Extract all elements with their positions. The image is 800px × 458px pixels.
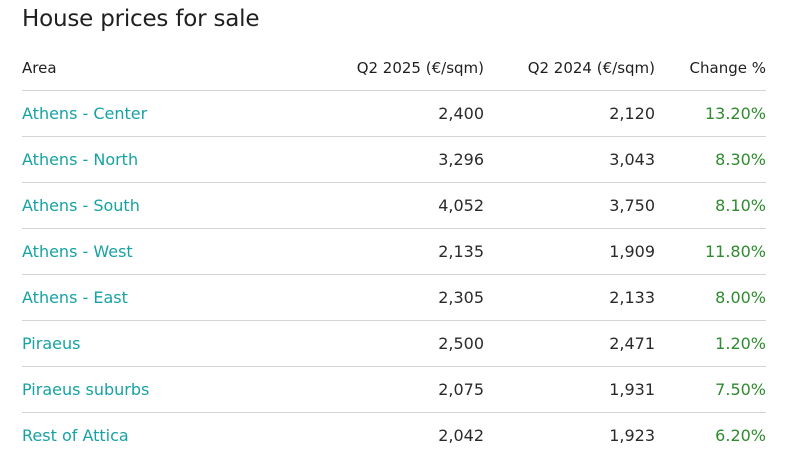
price-q2-2025-cell: 2,500 (322, 321, 484, 367)
area-link[interactable]: Athens - Center (22, 104, 147, 123)
change-percent-cell: 13.20% (655, 91, 766, 137)
area-cell: Athens - South (22, 183, 322, 229)
change-percent-cell: 8.10% (655, 183, 766, 229)
area-cell: Athens - East (22, 275, 322, 321)
area-cell: Rest of Attica (22, 413, 322, 458)
column-header-change: Change % (655, 46, 766, 91)
area-link[interactable]: Athens - East (22, 288, 128, 307)
area-link[interactable]: Athens - North (22, 150, 138, 169)
area-cell: Piraeus suburbs (22, 367, 322, 413)
price-q2-2024-cell: 3,043 (484, 137, 655, 183)
price-q2-2024-cell: 2,133 (484, 275, 655, 321)
area-cell: Piraeus (22, 321, 322, 367)
price-q2-2025-cell: 2,400 (322, 91, 484, 137)
change-percent-cell: 7.50% (655, 367, 766, 413)
price-q2-2024-cell: 3,750 (484, 183, 655, 229)
column-header-area: Area (22, 46, 322, 91)
area-cell: Athens - West (22, 229, 322, 275)
price-q2-2024-cell: 2,471 (484, 321, 655, 367)
price-q2-2025-cell: 2,075 (322, 367, 484, 413)
price-q2-2024-cell: 2,120 (484, 91, 655, 137)
area-link[interactable]: Athens - West (22, 242, 133, 261)
column-header-q2-2025: Q2 2025 (€/sqm) (322, 46, 484, 91)
change-percent-cell: 1.20% (655, 321, 766, 367)
price-q2-2024-cell: 1,923 (484, 413, 655, 458)
area-link[interactable]: Athens - South (22, 196, 140, 215)
page-title: House prices for sale (22, 4, 259, 34)
price-q2-2025-cell: 2,305 (322, 275, 484, 321)
area-link[interactable]: Rest of Attica (22, 426, 129, 445)
change-percent-cell: 6.20% (655, 413, 766, 458)
price-q2-2025-cell: 3,296 (322, 137, 484, 183)
price-q2-2024-cell: 1,931 (484, 367, 655, 413)
area-link[interactable]: Piraeus (22, 334, 80, 353)
price-q2-2025-cell: 4,052 (322, 183, 484, 229)
change-percent-cell: 8.00% (655, 275, 766, 321)
price-q2-2024-cell: 1,909 (484, 229, 655, 275)
area-cell: Athens - North (22, 137, 322, 183)
change-percent-cell: 11.80% (655, 229, 766, 275)
area-cell: Athens - Center (22, 91, 322, 137)
price-q2-2025-cell: 2,135 (322, 229, 484, 275)
change-percent-cell: 8.30% (655, 137, 766, 183)
house-prices-table: Area Q2 2025 (€/sqm) Q2 2024 (€/sqm) Cha… (22, 46, 766, 458)
price-q2-2025-cell: 2,042 (322, 413, 484, 458)
table-header-row: Area Q2 2025 (€/sqm) Q2 2024 (€/sqm) Cha… (22, 46, 766, 91)
area-link[interactable]: Piraeus suburbs (22, 380, 149, 399)
column-header-q2-2024: Q2 2024 (€/sqm) (484, 46, 655, 91)
